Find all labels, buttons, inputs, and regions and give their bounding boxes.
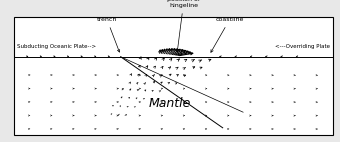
- Text: coastline: coastline: [211, 17, 244, 52]
- Text: position of
hingeline: position of hingeline: [167, 0, 200, 52]
- Text: Mantle: Mantle: [149, 97, 191, 110]
- Text: Subducting Oceanic Plate-->: Subducting Oceanic Plate-->: [17, 44, 96, 49]
- Text: trench: trench: [97, 17, 120, 52]
- Text: <---Overriding Plate: <---Overriding Plate: [275, 44, 330, 49]
- FancyBboxPatch shape: [14, 17, 333, 135]
